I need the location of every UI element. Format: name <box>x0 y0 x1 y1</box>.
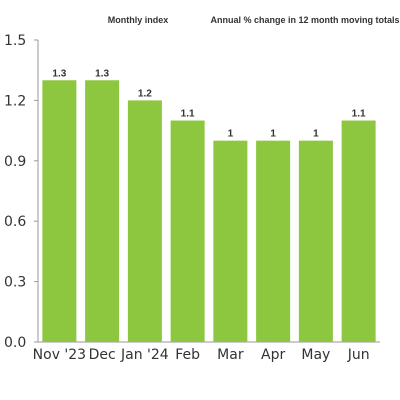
bar <box>170 120 205 343</box>
y-tick-label: 1.5 <box>4 33 26 49</box>
x-tick-label: Mar <box>217 347 244 363</box>
x-tick-label: Jun <box>347 347 370 363</box>
y-tick-label: 0.3 <box>4 275 26 291</box>
bar <box>127 100 162 343</box>
bar <box>42 80 77 343</box>
bar <box>85 80 120 343</box>
plot-area: 0.0 0.3 0.6 0.9 1.2 1.5 1.3 Nov '23 1.3 Dec 1.2 Jan… <box>4 33 380 363</box>
y-tick-label: 0.0 <box>4 335 26 351</box>
bar <box>341 120 376 343</box>
bar-value-label: 1.3 <box>95 68 109 79</box>
bar <box>256 140 291 342</box>
y-tick-label: 0.9 <box>4 154 26 170</box>
bar-value-label: 1 <box>313 129 319 140</box>
bar-value-label: 1.1 <box>181 109 195 120</box>
bar-value-label: 1.1 <box>352 109 366 120</box>
bar-value-label: 1.2 <box>138 88 152 99</box>
x-tick-label: Apr <box>261 347 285 363</box>
x-tick-label: Nov '23 <box>33 347 86 363</box>
bar-value-label: 1.3 <box>52 68 66 79</box>
bar-value-label: 1 <box>270 129 276 140</box>
y-tick-label: 0.6 <box>4 214 26 230</box>
bar-value-label: 1 <box>228 129 234 140</box>
bar <box>298 140 333 342</box>
x-tick-label: Jan '24 <box>120 347 169 363</box>
x-tick-label: Dec <box>89 347 116 363</box>
bar <box>213 140 248 342</box>
chart-title: Monthly index <box>108 15 169 25</box>
x-tick-label: Feb <box>175 347 200 363</box>
y-tick-label: 1.2 <box>4 93 26 109</box>
x-tick-label: May <box>301 347 330 363</box>
chart-subtitle: Annual % change in 12 month moving total… <box>210 15 399 25</box>
